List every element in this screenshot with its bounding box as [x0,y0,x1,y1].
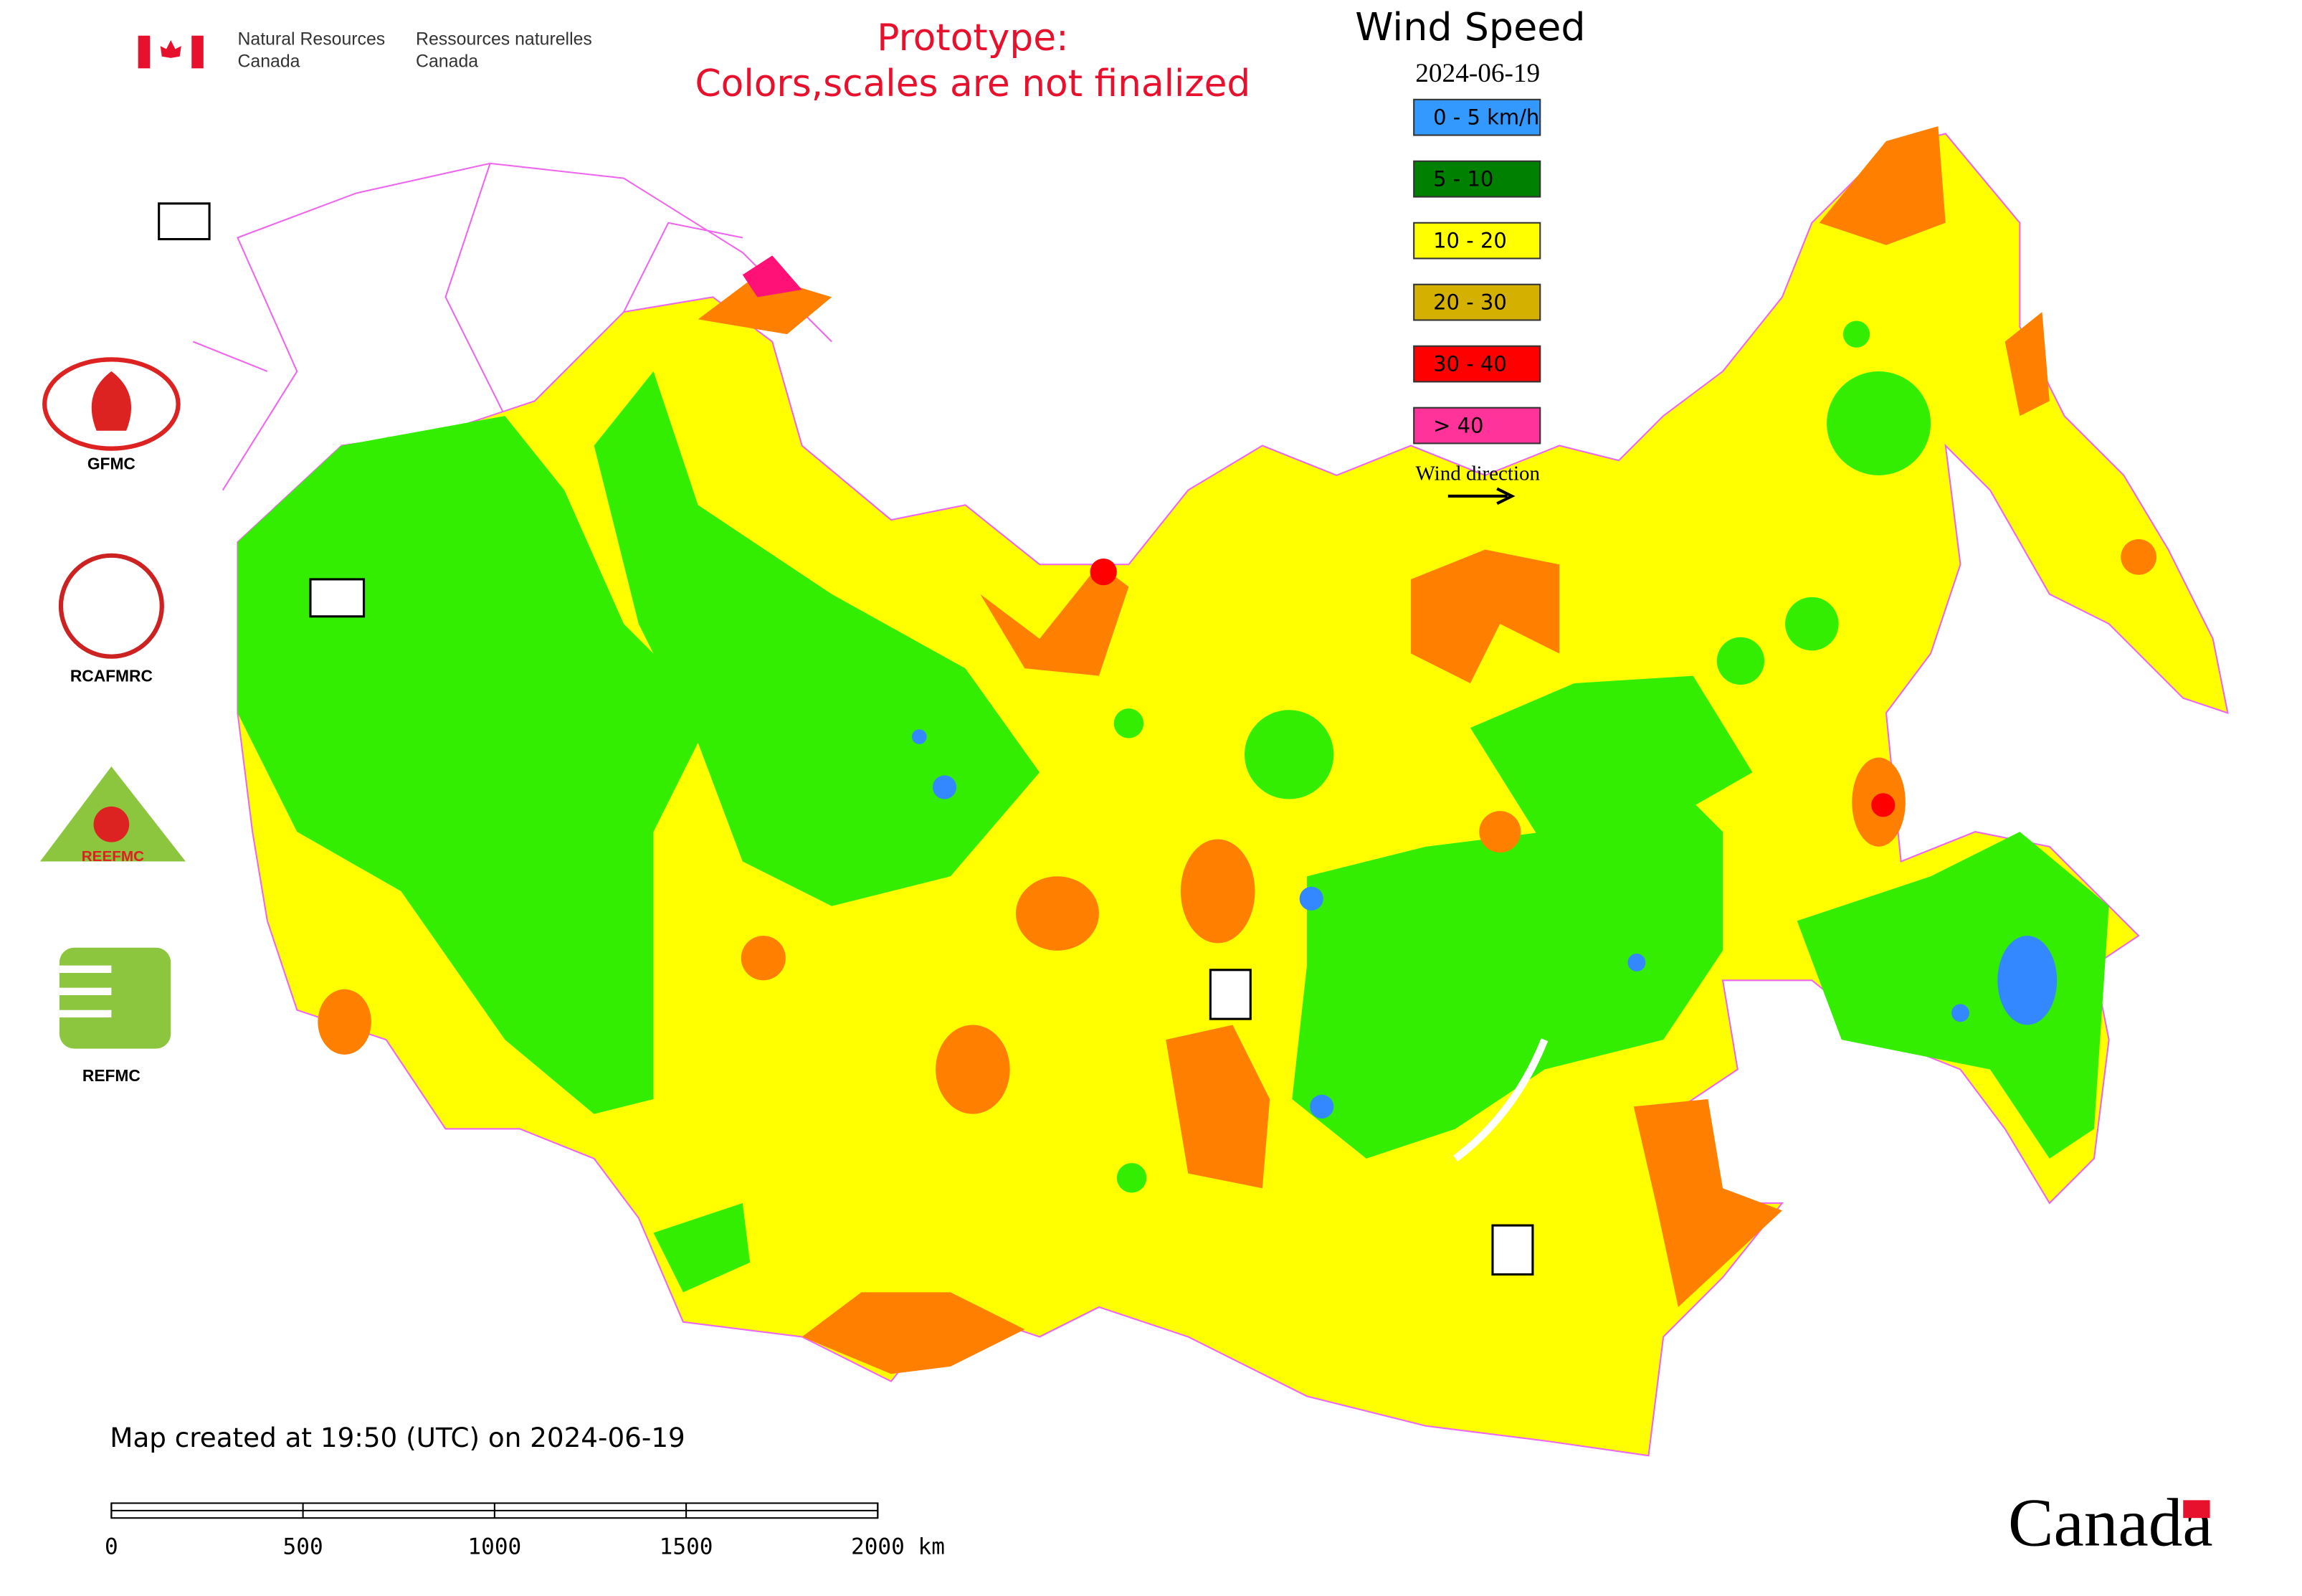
orange-zone [1819,126,1946,245]
blue-spot [932,775,957,799]
legend: Wind Speed 2024-06-19 Wind direction 0 -… [1355,4,1586,505]
notice: Prototype: [877,16,1068,60]
zone-green [653,1203,751,1293]
agency-en: Natural Resources [237,30,385,49]
marker [309,578,366,618]
orange-zones [318,126,2156,1374]
borders [192,162,832,491]
orange-zone [1015,876,1099,951]
center-markers [158,202,1534,1276]
agency-en: Canada [237,52,300,72]
orange-zone [1479,811,1521,853]
zone-green [594,371,1040,906]
direction-arrow [1447,487,1516,505]
blue-spot [1299,886,1323,911]
maple-leaf [160,39,181,65]
agency-fr: Canada [416,52,478,72]
map [158,126,2229,1457]
legend-label: 5 - 10 [1433,167,1493,191]
direction-label: Wind direction [1415,462,1540,485]
logo-flame [91,371,131,431]
legend-label: 0 - 5 km/h [1433,105,1539,130]
scale-label: 1500 [660,1534,713,1560]
scale-bar: 0 500 1000 1500 2000 km [105,1502,945,1560]
logo-rcafmrc [58,553,164,659]
green-spot [1113,708,1144,738]
orange-zone [1633,1099,1782,1308]
legend-swatch [1413,222,1541,260]
green-spot [1116,1163,1147,1193]
legend-label: 20 - 30 [1433,290,1507,315]
logo-refmc [59,947,171,1049]
orange-zone [802,1292,1025,1374]
legend-swatch [1413,98,1541,136]
marker [158,202,211,241]
orange-zone [2004,312,2050,417]
wordmark-flag [2183,1500,2210,1519]
pink-spot [742,255,802,298]
green-spots [1113,320,1931,1193]
marker [1209,969,1252,1020]
logo-text: REEFMC [82,848,144,865]
red-spot [1871,793,1896,817]
green-spot [1842,320,1870,348]
orange-zone [1166,1025,1270,1189]
orange-zone [1180,839,1255,944]
logo-stripe [59,965,112,973]
orange-zone [318,989,371,1055]
green-spot [1245,710,1334,799]
legend-swatch [1413,345,1541,383]
red-spot [1090,558,1117,586]
orange-zone [2121,539,2156,575]
red-spots [742,255,1896,817]
logo-label: GFMC [87,454,135,472]
marker [1491,1224,1534,1276]
logo-stripe [59,987,112,996]
logo-label: REFMC [82,1066,141,1085]
green-spot [1827,371,1931,475]
canada-wordmark: Canada [2008,1485,2213,1561]
logo-stripe [59,1010,112,1018]
lake [1453,1038,1549,1162]
legend-label: 10 - 20 [1433,229,1507,253]
orange-zone [936,1025,1010,1114]
orange-zone [741,936,786,981]
flag-band [191,35,204,69]
flag-band [138,35,151,69]
legend-swatch [1413,407,1541,445]
blue-spot [1627,954,1646,972]
orange-zone [1411,549,1560,683]
header: Natural Resources Canada Ressources natu… [138,16,1251,105]
zone-green [1470,675,1753,847]
legend-date: 2024-06-19 [1415,59,1540,88]
scale-label: 2000 km [851,1534,945,1560]
green-spot [1716,637,1765,685]
agency-fr: Ressources naturelles [416,30,592,49]
scale-label: 500 [283,1534,323,1560]
orange-zone [980,564,1129,676]
logos: GFMC RCAFMRC REEFMC REFMC [39,357,186,1085]
legend-label: > 40 [1433,414,1483,438]
legend-swatch [1413,160,1541,198]
legend-label: 30 - 40 [1433,352,1507,376]
blue-spots [911,729,2058,1118]
blue-spot [911,729,927,744]
zone-green [1292,772,1723,1159]
blue-spot [1997,936,2058,1025]
zone-green [1797,832,2109,1159]
created-note: Map created at 19:50 (UTC) on 2024-06-19 [110,1422,685,1453]
green-spot [1785,597,1839,651]
scale-label: 1000 [467,1534,521,1560]
scale-label: 0 [105,1534,118,1560]
notice: Colors,scales are not finalized [695,62,1251,105]
logo-flame [93,806,130,842]
legend-title: Wind Speed [1355,4,1585,49]
blue-spot [1951,1004,1969,1022]
logo-label: RCAFMRC [70,667,153,685]
legend-swatch [1413,283,1541,321]
blue-spot [1310,1094,1334,1118]
